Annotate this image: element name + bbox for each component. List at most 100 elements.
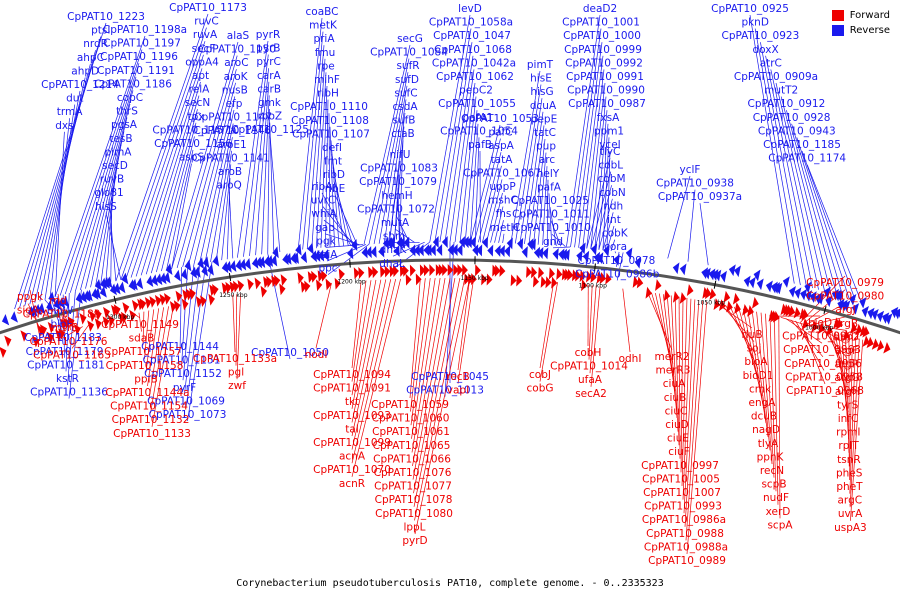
gene-label-reverse: fxsA	[597, 112, 620, 124]
tick-mark	[113, 295, 117, 304]
leader-line	[760, 312, 773, 465]
leader-line	[687, 189, 696, 262]
forward-feature	[533, 275, 539, 288]
tick-label: 1150 kbp	[460, 275, 488, 282]
forward-feature	[263, 276, 270, 289]
forward-feature	[556, 268, 563, 281]
gene-label-reverse: relA	[189, 84, 210, 96]
leader-line	[39, 90, 81, 302]
reverse-feature	[542, 247, 549, 260]
gene-label-reverse: dxs	[55, 120, 73, 132]
gene-label-forward: lppL	[403, 521, 425, 533]
reverse-feature	[221, 261, 229, 274]
leader-line	[760, 42, 807, 287]
leader-line	[351, 279, 387, 437]
reverse-feature	[504, 245, 511, 258]
forward-feature	[442, 264, 448, 277]
reverse-feature	[613, 253, 620, 266]
forward-feature	[825, 324, 833, 337]
reverse-feature	[521, 246, 528, 259]
reverse-feature	[202, 256, 210, 269]
reverse-feature	[235, 259, 242, 272]
gene-label-reverse: CpPAT10_1125	[231, 124, 309, 136]
gene-label-reverse: fhs	[496, 208, 512, 220]
leader-line	[765, 313, 775, 478]
leader-line	[138, 312, 142, 332]
reverse-feature	[876, 310, 885, 323]
leader-line	[680, 297, 684, 473]
forward-feature	[266, 275, 273, 288]
forward-feature	[438, 264, 445, 277]
leader-line	[539, 282, 558, 382]
gene-label-reverse: ahpC	[77, 52, 104, 64]
forward-feature	[481, 273, 488, 286]
gene-label-forward: CpPAT10_1094	[313, 369, 391, 381]
gene-label-reverse: gnd	[543, 236, 563, 248]
leader-line	[140, 81, 201, 276]
gene-label-forward: ciuF	[668, 446, 689, 458]
leader-line	[166, 149, 194, 271]
gene-label-forward: sdaB	[129, 333, 155, 345]
gene-label-reverse: defI	[322, 142, 342, 154]
leader-line	[351, 279, 392, 450]
gene-label-reverse: CpPAT10_1150	[198, 44, 276, 56]
leader-line	[19, 36, 102, 308]
leader-line	[399, 140, 404, 243]
gene-label-forward: CpPAT10_1157	[104, 346, 182, 358]
forward-feature	[280, 274, 288, 287]
gene-label-reverse: sbm	[383, 231, 405, 243]
leader-line	[413, 277, 456, 494]
leader-line	[590, 285, 601, 387]
gene-label-forward: rpmI	[836, 427, 860, 439]
reverse-feature	[212, 254, 220, 267]
leader-line	[742, 308, 765, 410]
gene-label-reverse: CpPAT10_1197	[103, 38, 181, 50]
leader-line	[589, 285, 597, 374]
forward-feature	[605, 272, 612, 285]
gene-label-forward: argC	[838, 495, 863, 507]
reverse-feature	[825, 295, 833, 308]
leader-line	[306, 45, 325, 250]
tick-mark	[713, 280, 717, 289]
gene-label-forward: engA	[749, 397, 777, 409]
gene-label-reverse: CpPAT10_1223	[67, 11, 145, 23]
forward-feature	[221, 282, 229, 295]
gene-label-reverse: secN	[185, 97, 211, 109]
leader-line	[774, 315, 779, 505]
forward-feature	[475, 264, 481, 277]
leader-line	[236, 293, 242, 380]
gene-label-forward: CpPAT10_1076	[374, 467, 452, 479]
gene-label-reverse: carA	[257, 70, 282, 82]
gene-label-reverse: CpPAT10_1173	[169, 2, 247, 14]
reverse-feature	[436, 244, 443, 257]
gene-label-reverse: glo81	[94, 187, 123, 199]
leader-line	[176, 55, 238, 269]
leader-line	[801, 150, 856, 300]
reverse-feature	[728, 264, 736, 277]
forward-feature	[118, 312, 126, 325]
gene-label-reverse: cora	[604, 241, 627, 253]
forward-feature	[447, 264, 454, 277]
reverse-feature	[53, 298, 61, 310]
gene-label-reverse: aspS	[179, 152, 205, 164]
gene-label-forward: merR2	[655, 351, 690, 363]
gene-label-reverse: metH	[490, 222, 519, 234]
tick-label: 1050 kbp	[697, 299, 725, 306]
forward-feature	[855, 323, 863, 336]
leader-line	[821, 327, 848, 358]
forward-feature	[402, 264, 409, 277]
reverse-feature	[136, 277, 144, 290]
gene-label-reverse: CpPAT10_1072	[357, 203, 435, 215]
gene-label-reverse: tatC	[534, 127, 556, 139]
gene-label-forward: CpPAT10_0988	[646, 528, 724, 540]
leader-line	[588, 285, 593, 360]
forward-feature	[212, 283, 219, 296]
reverse-feature	[517, 237, 524, 250]
gene-label-reverse: CpPAT10_1141	[192, 152, 270, 164]
reverse-feature	[322, 249, 329, 262]
forward-feature	[208, 293, 215, 306]
leader-line	[570, 28, 602, 248]
leader-line	[434, 28, 472, 243]
gene-label-forward: sigA	[17, 305, 40, 317]
forward-feature	[645, 286, 652, 299]
